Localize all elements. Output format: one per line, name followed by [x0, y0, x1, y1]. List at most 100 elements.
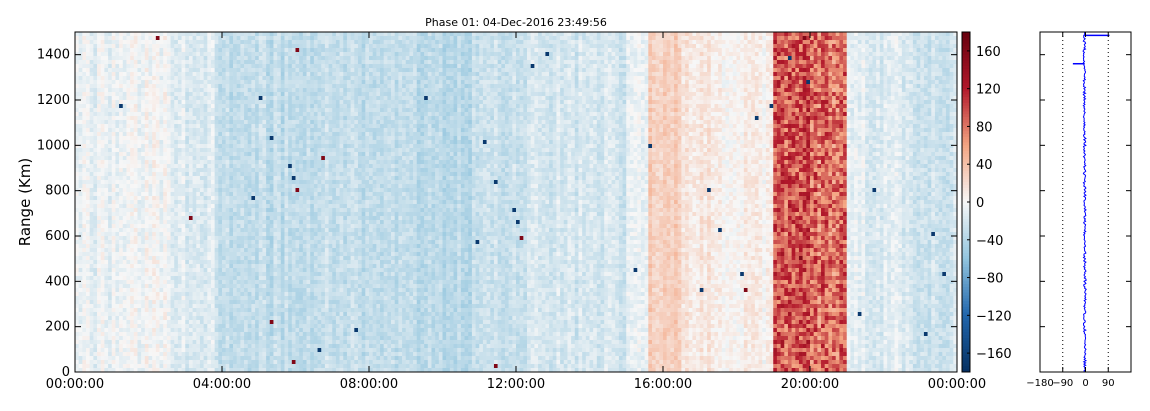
heatmap-cell	[207, 344, 212, 349]
heatmap-cell	[196, 312, 201, 317]
heatmap-cell	[82, 40, 87, 45]
heatmap-cell	[284, 116, 289, 121]
heatmap-cell	[207, 252, 212, 257]
heatmap-cell	[163, 340, 168, 345]
heatmap-cell	[111, 32, 116, 37]
heatmap-cell	[181, 108, 186, 113]
heatmap-cell	[181, 320, 186, 325]
heatmap-cell	[97, 72, 102, 77]
heatmap-cell	[280, 108, 285, 113]
heatmap-cell	[240, 316, 245, 321]
heatmap-cell	[218, 212, 223, 217]
heatmap-cell	[104, 116, 109, 121]
heatmap-cell	[97, 140, 102, 145]
heatmap-cell	[225, 288, 230, 293]
heatmap-cell	[100, 80, 105, 85]
heatmap-cell	[233, 120, 237, 125]
heatmap-cell	[119, 212, 124, 217]
heatmap-cell	[284, 128, 289, 133]
heatmap-cell	[222, 200, 226, 205]
heatmap-cell	[108, 336, 113, 341]
heatmap-cell	[284, 232, 289, 237]
heatmap-cell	[137, 112, 142, 117]
heatmap-cell	[78, 140, 83, 145]
heatmap-cell	[192, 60, 197, 65]
heatmap-cell	[185, 140, 190, 145]
heatmap-cell	[75, 244, 79, 249]
heatmap-cell	[170, 240, 175, 245]
heatmap-cell	[137, 252, 142, 257]
heatmap-cell	[104, 140, 109, 145]
heatmap-cell	[148, 304, 153, 309]
heatmap-cell	[111, 296, 116, 301]
heatmap-cell	[207, 348, 212, 353]
heatmap-cell	[218, 188, 223, 193]
heatmap-cell	[280, 220, 285, 225]
heatmap-cell	[247, 56, 252, 61]
heatmap-cell	[255, 84, 260, 89]
heatmap-cell	[111, 48, 116, 53]
heatmap-cell	[115, 212, 120, 217]
heatmap-cell	[196, 248, 201, 253]
heatmap-cell	[210, 256, 215, 261]
heatmap-cell	[207, 120, 212, 125]
heatmap-cell	[244, 300, 249, 305]
heatmap-cell	[273, 232, 278, 237]
heatmap-cell	[284, 272, 289, 277]
heatmap-cell	[170, 224, 175, 229]
heatmap-cell	[130, 168, 135, 173]
heatmap-cell	[104, 360, 109, 365]
heatmap-cell	[280, 204, 285, 209]
heatmap-cell	[148, 124, 153, 129]
heatmap-cell	[284, 88, 289, 93]
heatmap-cell	[229, 60, 234, 65]
heatmap-cell	[108, 300, 113, 305]
heatmap-cell	[240, 340, 245, 345]
heatmap-cell	[89, 332, 94, 337]
heatmap-cell	[86, 172, 90, 177]
heatmap-cell	[152, 248, 157, 253]
heatmap-cell	[258, 164, 263, 169]
heatmap-cell	[111, 80, 116, 85]
heatmap-cell	[185, 316, 190, 321]
heatmap-cell	[137, 72, 142, 77]
heatmap-cell	[192, 112, 197, 117]
heatmap-cell	[266, 240, 271, 245]
heatmap-cell	[284, 304, 289, 309]
heatmap-cell	[163, 224, 168, 229]
heatmap-cell	[251, 104, 256, 109]
heatmap-cell	[111, 132, 116, 137]
heatmap-cell	[288, 108, 293, 113]
heatmap-cell	[222, 212, 226, 217]
heatmap-cell	[233, 152, 237, 157]
heatmap-cell	[188, 292, 193, 297]
heatmap-cell	[181, 64, 186, 69]
heatmap-cell	[199, 112, 204, 117]
heatmap-cell	[284, 64, 289, 69]
heatmap-cell	[247, 176, 252, 181]
heatmap-cell	[119, 280, 124, 285]
heatmap-cell	[137, 284, 142, 289]
heatmap-cell	[93, 76, 98, 81]
heatmap-cell	[192, 308, 197, 313]
heatmap-cell	[115, 368, 120, 373]
heatmap-cell	[288, 100, 293, 105]
heatmap-cell	[133, 32, 138, 37]
heatmap-cell	[130, 308, 135, 313]
heatmap-cell	[152, 236, 157, 241]
heatmap-cell	[240, 136, 245, 141]
heatmap-cell	[78, 236, 83, 241]
heatmap-cell	[115, 308, 120, 313]
heatmap-cell	[93, 228, 98, 233]
heatmap-cell	[122, 68, 127, 73]
heatmap-cell	[141, 344, 146, 349]
heatmap-cell	[229, 140, 234, 145]
heatmap-cell	[288, 148, 293, 153]
heatmap-cell	[78, 296, 83, 301]
heatmap-cell	[210, 232, 215, 237]
heatmap-cell	[229, 236, 234, 241]
heatmap-cell	[126, 160, 131, 165]
heatmap-cell	[203, 136, 208, 141]
heatmap-cell	[86, 80, 90, 85]
heatmap-cell	[240, 196, 245, 201]
